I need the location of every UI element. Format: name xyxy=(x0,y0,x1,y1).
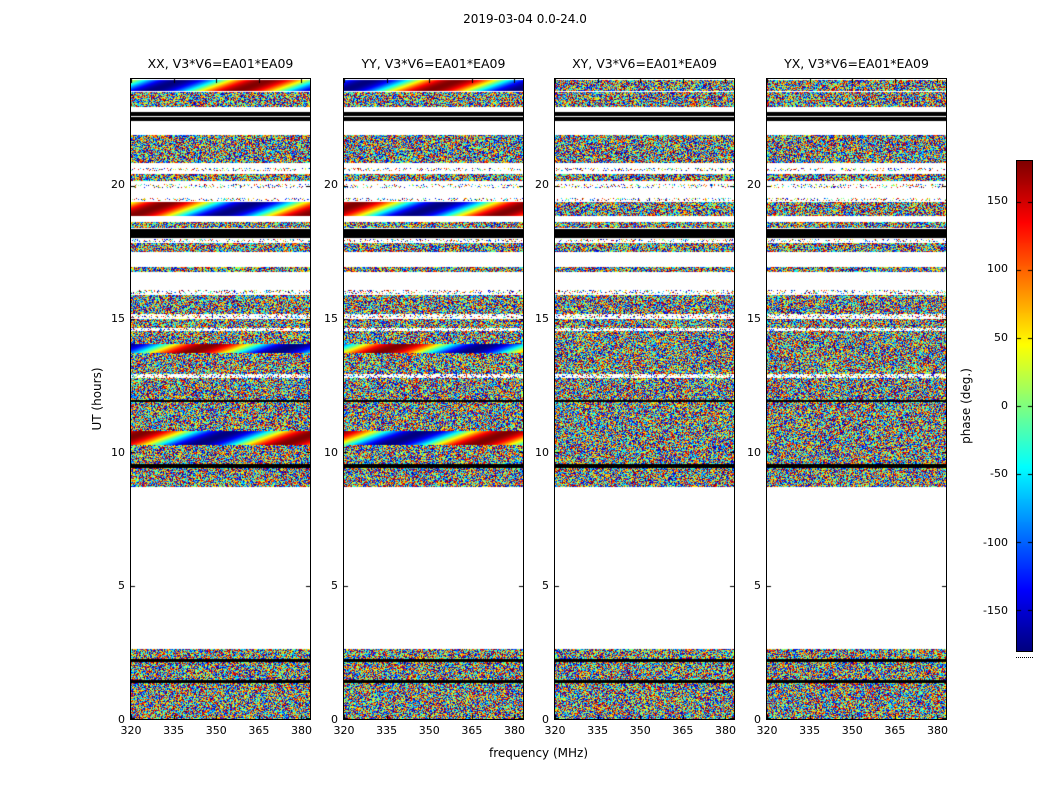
x-tick-label: 380 xyxy=(926,724,948,737)
x-tick-label: 380 xyxy=(714,724,736,737)
heatmap-canvas xyxy=(555,79,734,719)
colorbar-label: phase (deg.) xyxy=(959,368,973,444)
heatmap-panel xyxy=(766,78,947,720)
x-tick-label: 320 xyxy=(120,724,142,737)
heatmap-panel xyxy=(130,78,311,720)
colorbar-extend xyxy=(1016,654,1033,658)
y-axis-label: UT (hours) xyxy=(90,367,104,431)
y-tick-label: 5 xyxy=(754,579,761,593)
x-tick-label: 380 xyxy=(503,724,525,737)
x-tick-label: 350 xyxy=(418,724,440,737)
x-tick-label: 320 xyxy=(544,724,566,737)
figure-title: 2019-03-04 0.0-24.0 xyxy=(463,12,587,26)
x-tick-label: 335 xyxy=(799,724,821,737)
colorbar-canvas xyxy=(1017,161,1032,651)
x-tick-label: 335 xyxy=(376,724,398,737)
y-tick-label: 10 xyxy=(747,445,761,459)
x-tick-label: 350 xyxy=(841,724,863,737)
x-tick-label: 365 xyxy=(248,724,270,737)
colorbar-tick-label: 0 xyxy=(1001,399,1008,412)
x-tick-label: 320 xyxy=(333,724,355,737)
colorbar xyxy=(1016,160,1033,652)
x-tick-label: 350 xyxy=(205,724,227,737)
x-tick-label: 335 xyxy=(163,724,185,737)
panel-title: YX, V3*V6=EA01*EA09 xyxy=(784,56,929,71)
x-tick-label: 350 xyxy=(629,724,651,737)
y-tick-label: 15 xyxy=(535,311,549,325)
x-tick-label: 365 xyxy=(461,724,483,737)
colorbar-tick-label: -150 xyxy=(983,604,1008,617)
y-tick-label: 5 xyxy=(542,579,549,593)
y-tick-label: 0 xyxy=(331,713,338,726)
panel-title: XY, V3*V6=EA01*EA09 xyxy=(572,56,717,71)
panel-title: XX, V3*V6=EA01*EA09 xyxy=(147,56,294,71)
heatmap-panel xyxy=(343,78,524,720)
x-tick-label: 335 xyxy=(587,724,609,737)
y-tick-label: 10 xyxy=(111,445,125,459)
heatmap-canvas xyxy=(344,79,523,719)
y-tick-label: 5 xyxy=(118,579,125,593)
x-tick-label: 320 xyxy=(756,724,778,737)
y-tick-label: 10 xyxy=(324,445,338,459)
colorbar-tick-label: 100 xyxy=(987,262,1008,276)
y-tick-label: 15 xyxy=(324,311,338,325)
x-tick-label: 380 xyxy=(290,724,312,737)
heatmap-panel xyxy=(554,78,735,720)
y-tick-label: 15 xyxy=(747,311,761,325)
y-tick-label: 0 xyxy=(542,713,549,726)
y-tick-label: 20 xyxy=(747,178,761,191)
panel-title: YY, V3*V6=EA01*EA09 xyxy=(361,56,506,71)
x-axis-label: frequency (MHz) xyxy=(488,746,589,760)
colorbar-tick-label: -100 xyxy=(983,535,1008,549)
colorbar-tick-label: 150 xyxy=(987,194,1008,207)
x-tick-label: 365 xyxy=(884,724,906,737)
y-tick-label: 20 xyxy=(324,178,338,191)
y-tick-label: 10 xyxy=(535,445,549,459)
y-tick-label: 20 xyxy=(535,178,549,191)
heatmap-canvas xyxy=(767,79,946,719)
heatmap-canvas xyxy=(131,79,310,719)
y-tick-label: 5 xyxy=(331,579,338,593)
y-tick-label: 15 xyxy=(111,311,125,325)
colorbar-tick-label: 50 xyxy=(994,330,1008,344)
y-tick-label: 0 xyxy=(754,713,761,726)
y-tick-label: 20 xyxy=(111,178,125,191)
x-tick-label: 365 xyxy=(672,724,694,737)
colorbar-tick-label: -50 xyxy=(990,467,1008,481)
y-tick-label: 0 xyxy=(118,713,125,726)
